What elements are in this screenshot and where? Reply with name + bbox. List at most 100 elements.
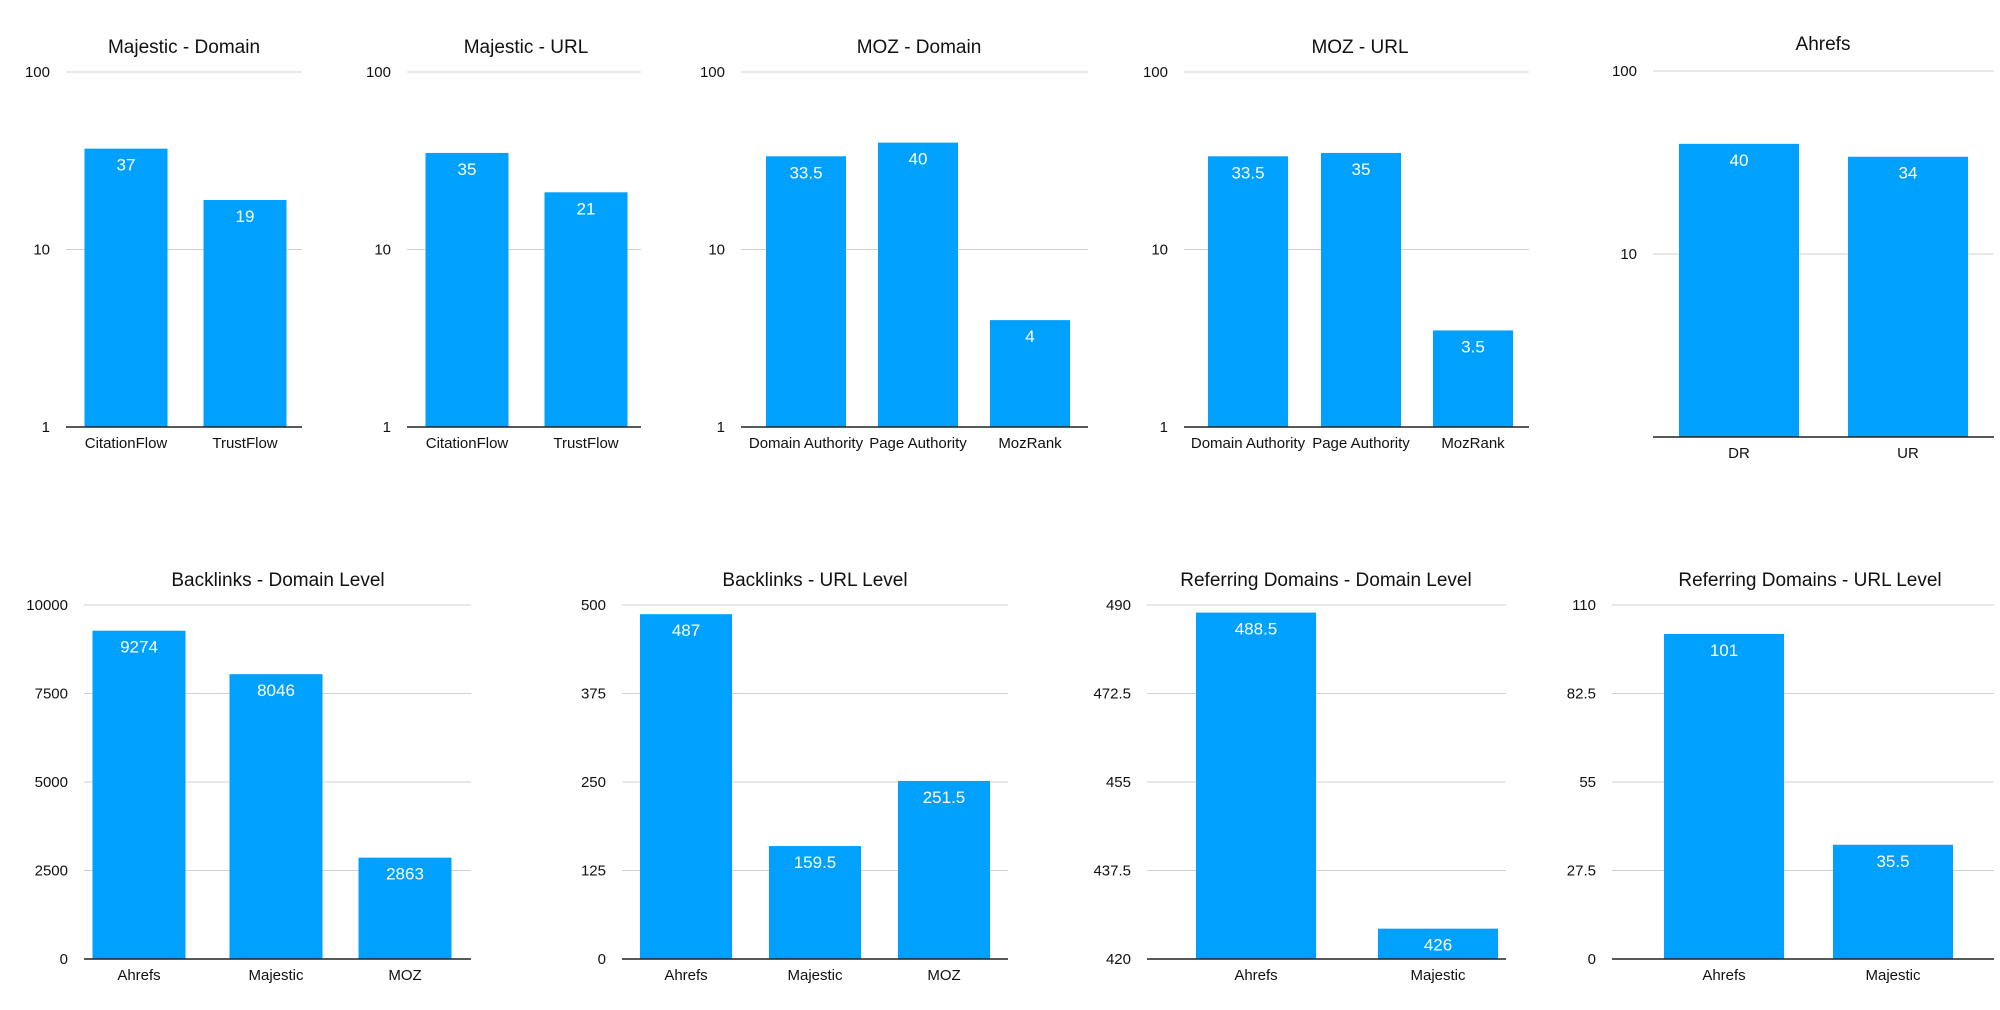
category-label: Ahrefs: [664, 967, 707, 984]
data-label: 40: [909, 150, 928, 169]
data-label: 35: [458, 160, 477, 179]
category-label: Majestic: [1865, 967, 1921, 984]
category-label: MOZ: [927, 967, 960, 984]
category-label: CitationFlow: [85, 435, 168, 452]
data-label: 2863: [386, 865, 424, 884]
category-label: MOZ: [388, 967, 421, 984]
chart-ahrefs: Ahrefs 10 100 40 34 DR UR: [1612, 34, 1994, 462]
category-label: Domain Authority: [1191, 435, 1306, 452]
category-label: MozRank: [998, 435, 1062, 452]
data-label: 33.5: [789, 163, 822, 182]
chart-title: MOZ - Domain: [857, 37, 982, 58]
y-tick-label: 100: [25, 64, 50, 81]
category-label: Majestic: [248, 967, 304, 984]
data-label: 21: [577, 199, 596, 218]
y-tick-label: 250: [581, 774, 606, 791]
bar: [1664, 633, 1784, 959]
y-tick-label: 100: [366, 64, 391, 81]
y-tick-label: 0: [1588, 951, 1596, 968]
data-label: 34: [1899, 164, 1918, 183]
y-tick-label: 472.5: [1093, 686, 1131, 703]
bar: [769, 846, 861, 959]
chart-title: Majestic - URL: [464, 37, 589, 58]
data-label: 101: [1710, 641, 1738, 660]
bar: [229, 674, 323, 959]
y-tick-label: 500: [581, 597, 606, 614]
y-tick-label: 1: [1160, 419, 1168, 436]
category-label: Ahrefs: [1702, 967, 1745, 984]
bar: [1848, 156, 1968, 437]
data-label: 37: [117, 156, 136, 175]
chart-majestic-domain: Majestic - Domain 1 10 100 37 19 CitationFlow…: [25, 37, 302, 452]
bar: [990, 320, 1070, 427]
y-tick-label: 0: [598, 951, 606, 968]
data-label: 487: [672, 621, 700, 640]
category-label: DR: [1728, 445, 1750, 462]
category-label: Page Authority: [869, 435, 967, 452]
category-label: Majestic: [787, 967, 843, 984]
chart-title: Referring Domains - URL Level: [1678, 570, 1941, 591]
y-tick-label: 100: [700, 64, 725, 81]
category-label: Majestic: [1410, 967, 1466, 984]
data-label: 4: [1025, 327, 1034, 346]
bar: [1196, 612, 1316, 959]
chart-title: Ahrefs: [1796, 34, 1851, 55]
data-label: 3.5: [1461, 337, 1485, 356]
bar: [1378, 928, 1498, 959]
chart-backlinks-domain-level: Backlinks - Domain Level 0 2500 5000 7500 10…: [26, 570, 471, 984]
bar: [92, 630, 186, 959]
y-tick-label: 10: [374, 242, 391, 259]
bar: [544, 192, 628, 427]
data-label: 35: [1352, 160, 1371, 179]
category-label: MozRank: [1441, 435, 1505, 452]
y-tick-label: 125: [581, 863, 606, 880]
data-label: 8046: [257, 681, 295, 700]
category-label: Page Authority: [1312, 435, 1410, 452]
category-label: Ahrefs: [117, 967, 160, 984]
bar: [1208, 156, 1288, 427]
chart-moz-url: MOZ - URL 1 10 100 33.5 35 3.5 Domain Authorit…: [1143, 37, 1529, 452]
y-tick-label: 5000: [35, 774, 68, 791]
chart-title: Backlinks - Domain Level: [171, 570, 384, 591]
y-tick-label: 455: [1106, 774, 1131, 791]
chart-title: Backlinks - URL Level: [722, 570, 907, 591]
bar: [1833, 844, 1953, 959]
y-tick-label: 10000: [26, 597, 68, 614]
category-label: TrustFlow: [212, 435, 277, 452]
y-tick-label: 27.5: [1567, 863, 1596, 880]
y-tick-label: 100: [1612, 63, 1637, 80]
y-tick-label: 110: [1572, 597, 1596, 614]
y-tick-label: 10: [1151, 242, 1168, 259]
bar: [84, 148, 168, 427]
chart-title: MOZ - URL: [1311, 37, 1408, 58]
data-label: 251.5: [923, 788, 966, 807]
data-label: 33.5: [1231, 163, 1264, 182]
category-label: Ahrefs: [1234, 967, 1277, 984]
chart-title: Majestic - Domain: [108, 37, 260, 58]
data-label: 40: [1730, 151, 1749, 170]
y-tick-label: 7500: [35, 686, 68, 703]
y-tick-label: 437.5: [1093, 863, 1131, 880]
y-tick-label: 55: [1579, 774, 1596, 791]
bar: [1433, 330, 1513, 427]
y-tick-label: 10: [33, 242, 50, 259]
bar: [898, 780, 990, 959]
y-tick-label: 490: [1106, 597, 1131, 614]
bar: [1679, 143, 1799, 437]
data-label: 9274: [120, 638, 158, 657]
bar: [358, 857, 452, 959]
bar: [640, 614, 732, 959]
y-tick-label: 0: [60, 951, 68, 968]
y-tick-label: 1: [383, 419, 391, 436]
chart-moz-domain: MOZ - Domain 1 10 100 33.5 40 4 Domain Authori…: [700, 37, 1088, 452]
bar: [878, 142, 958, 428]
bar: [425, 152, 509, 427]
category-label: UR: [1897, 445, 1919, 462]
bar: [766, 156, 846, 427]
y-tick-label: 10: [1620, 246, 1637, 263]
y-tick-label: 10: [708, 242, 725, 259]
chart-title: Referring Domains - Domain Level: [1180, 570, 1471, 591]
chart-referring-domains-url-level: Referring Domains - URL Level 0 27.5 55 82.…: [1567, 570, 1994, 984]
data-label: 426: [1424, 936, 1452, 955]
